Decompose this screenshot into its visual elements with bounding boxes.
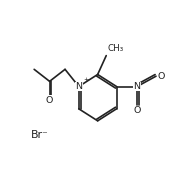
Text: O: O bbox=[46, 96, 53, 105]
Text: CH₃: CH₃ bbox=[107, 44, 123, 53]
Text: O: O bbox=[133, 106, 141, 115]
Text: N: N bbox=[75, 82, 82, 91]
Text: Br⁻: Br⁻ bbox=[31, 130, 48, 140]
Text: N: N bbox=[134, 82, 141, 91]
Text: +: + bbox=[84, 77, 89, 83]
Text: O: O bbox=[157, 72, 165, 81]
